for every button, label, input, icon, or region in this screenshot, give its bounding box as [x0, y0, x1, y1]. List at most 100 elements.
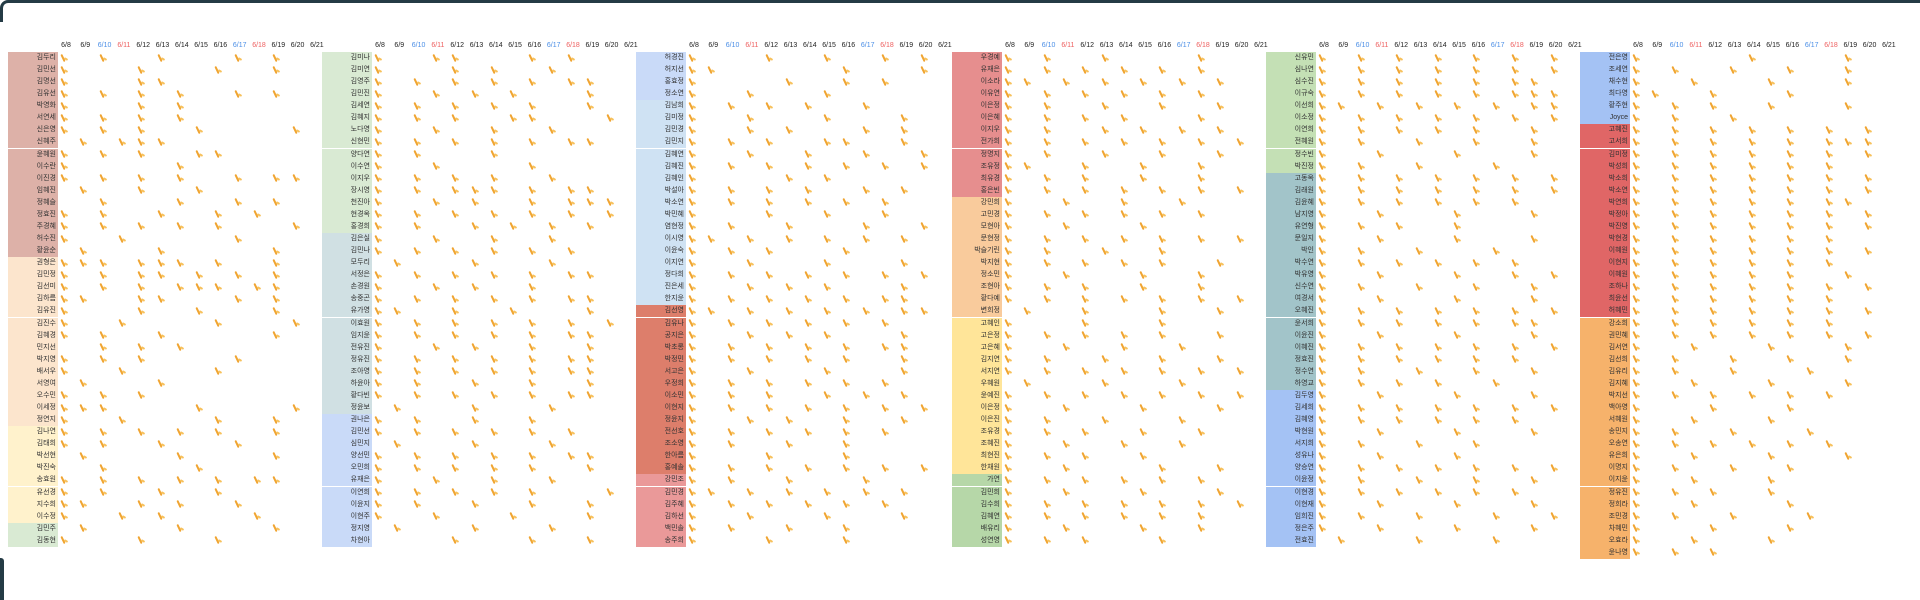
- check-icon[interactable]: [1530, 138, 1538, 147]
- check-icon[interactable]: [1395, 78, 1403, 87]
- check-icon[interactable]: [1786, 90, 1794, 99]
- check-icon[interactable]: [374, 512, 382, 521]
- check-icon[interactable]: [765, 162, 773, 171]
- check-icon[interactable]: [1472, 198, 1480, 207]
- check-icon[interactable]: [60, 391, 68, 400]
- check-icon[interactable]: [60, 271, 68, 280]
- member-name[interactable]: 공지은: [636, 329, 686, 342]
- check-icon[interactable]: [60, 367, 68, 376]
- member-name[interactable]: 박현경: [1580, 233, 1630, 246]
- member-name[interactable]: 홍예솔: [636, 462, 686, 475]
- check-icon[interactable]: [1825, 150, 1833, 159]
- member-name[interactable]: 김하선: [636, 510, 686, 523]
- check-icon[interactable]: [548, 476, 556, 485]
- check-icon[interactable]: [1632, 283, 1640, 292]
- check-icon[interactable]: [1197, 476, 1205, 485]
- check-icon[interactable]: [272, 198, 280, 207]
- check-icon[interactable]: [1709, 174, 1717, 183]
- member-name[interactable]: 김민지: [636, 136, 686, 149]
- check-icon[interactable]: [1357, 174, 1365, 183]
- check-icon[interactable]: [1357, 319, 1365, 328]
- check-icon[interactable]: [1120, 90, 1128, 99]
- check-icon[interactable]: [60, 102, 68, 111]
- check-icon[interactable]: [490, 210, 498, 219]
- check-icon[interactable]: [1216, 259, 1224, 268]
- member-name[interactable]: 이규숙: [1266, 88, 1316, 101]
- member-name[interactable]: 김서연: [1580, 341, 1630, 354]
- member-name[interactable]: 정유진: [322, 353, 372, 366]
- check-icon[interactable]: [1472, 283, 1480, 292]
- check-icon[interactable]: [471, 404, 479, 413]
- check-icon[interactable]: [1357, 367, 1365, 376]
- check-icon[interactable]: [1729, 367, 1737, 376]
- check-icon[interactable]: [374, 307, 382, 316]
- member-name[interactable]: 김유리: [1580, 365, 1630, 378]
- check-icon[interactable]: [272, 174, 280, 183]
- check-icon[interactable]: [881, 319, 889, 328]
- check-icon[interactable]: [688, 174, 696, 183]
- check-icon[interactable]: [606, 114, 614, 123]
- check-icon[interactable]: [1825, 391, 1833, 400]
- check-icon[interactable]: [900, 355, 908, 364]
- member-name[interactable]: 양다연: [322, 148, 372, 161]
- check-icon[interactable]: [471, 500, 479, 509]
- check-icon[interactable]: [1453, 235, 1461, 244]
- check-icon[interactable]: [746, 126, 754, 135]
- check-icon[interactable]: [1530, 500, 1538, 509]
- check-icon[interactable]: [1825, 186, 1833, 195]
- check-icon[interactable]: [900, 343, 908, 352]
- check-icon[interactable]: [548, 174, 556, 183]
- check-icon[interactable]: [1472, 476, 1480, 485]
- check-icon[interactable]: [1004, 174, 1012, 183]
- check-icon[interactable]: [99, 150, 107, 159]
- member-name[interactable]: 우경예: [952, 52, 1002, 64]
- member-name[interactable]: 하영교: [1266, 377, 1316, 390]
- check-icon[interactable]: [1236, 186, 1244, 195]
- check-icon[interactable]: [1357, 186, 1365, 195]
- check-icon[interactable]: [1434, 90, 1442, 99]
- check-icon[interactable]: [1709, 283, 1717, 292]
- check-icon[interactable]: [99, 331, 107, 340]
- check-icon[interactable]: [1004, 452, 1012, 461]
- check-icon[interactable]: [548, 126, 556, 135]
- check-icon[interactable]: [567, 295, 575, 304]
- check-icon[interactable]: [413, 391, 421, 400]
- check-icon[interactable]: [1709, 102, 1717, 111]
- check-icon[interactable]: [432, 476, 440, 485]
- check-icon[interactable]: [688, 90, 696, 99]
- check-icon[interactable]: [1472, 78, 1480, 87]
- check-icon[interactable]: [234, 198, 242, 207]
- member-name[interactable]: 김하름: [8, 293, 58, 306]
- check-icon[interactable]: [920, 54, 928, 63]
- member-name[interactable]: 김민희: [952, 486, 1002, 499]
- check-icon[interactable]: [785, 440, 793, 449]
- check-icon[interactable]: [1395, 174, 1403, 183]
- check-icon[interactable]: [1530, 126, 1538, 135]
- check-icon[interactable]: [413, 500, 421, 509]
- check-icon[interactable]: [881, 198, 889, 207]
- check-icon[interactable]: [920, 307, 928, 316]
- check-icon[interactable]: [1158, 319, 1166, 328]
- check-icon[interactable]: [1197, 391, 1205, 400]
- check-icon[interactable]: [1453, 524, 1461, 533]
- check-icon[interactable]: [1511, 114, 1519, 123]
- check-icon[interactable]: [688, 512, 696, 521]
- check-icon[interactable]: [1671, 283, 1679, 292]
- check-icon[interactable]: [862, 488, 870, 497]
- check-icon[interactable]: [1690, 78, 1698, 87]
- check-icon[interactable]: [1139, 428, 1147, 437]
- check-icon[interactable]: [1357, 512, 1365, 521]
- check-icon[interactable]: [688, 416, 696, 425]
- check-icon[interactable]: [688, 259, 696, 268]
- check-icon[interactable]: [272, 452, 280, 461]
- check-icon[interactable]: [823, 54, 831, 63]
- check-icon[interactable]: [1120, 114, 1128, 123]
- check-icon[interactable]: [1178, 126, 1186, 135]
- check-icon[interactable]: [1434, 114, 1442, 123]
- check-icon[interactable]: [374, 102, 382, 111]
- check-icon[interactable]: [1709, 235, 1717, 244]
- check-icon[interactable]: [471, 198, 479, 207]
- member-name[interactable]: 장시영: [322, 184, 372, 197]
- check-icon[interactable]: [99, 343, 107, 352]
- check-icon[interactable]: [1550, 102, 1558, 111]
